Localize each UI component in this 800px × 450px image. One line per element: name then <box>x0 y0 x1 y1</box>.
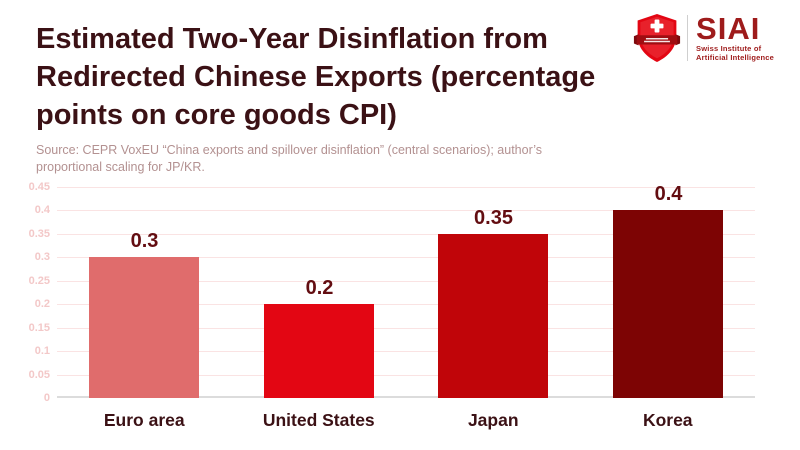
siai-logo: SIAI Swiss Institute of Artificial Intel… <box>633 12 774 64</box>
gridline <box>57 281 755 282</box>
x-axis-baseline <box>57 396 755 398</box>
source-note-line-2: proportional scaling for JP/KR. <box>36 160 205 174</box>
y-tick-label: 0.2 <box>34 298 50 310</box>
category-label-japan: Japan <box>467 410 519 430</box>
value-label-euro-area: 0.3 <box>130 230 159 252</box>
y-tick-label: 0 <box>43 392 50 404</box>
gridline <box>57 351 755 352</box>
y-tick-label: 0.35 <box>28 228 50 240</box>
source-note-line-1: Source: CEPR VoxEU “China exports and sp… <box>36 143 543 157</box>
y-tick-label: 0.4 <box>34 204 50 216</box>
y-tick-label: 0.1 <box>34 345 50 357</box>
y-tick-label: 0.15 <box>28 322 50 334</box>
category-label-korea: Korea <box>642 410 693 430</box>
swiss-shield-icon <box>633 14 681 62</box>
x-axis-labels: Euro area United States Japan Korea <box>57 410 755 431</box>
category-label-united-states: United States <box>262 410 375 430</box>
brand-tagline-line-2: Artificial Intelligence <box>696 53 774 62</box>
bar-japan <box>438 234 548 398</box>
brand-name: SIAI <box>696 11 761 46</box>
bar-euro-area <box>89 257 199 398</box>
y-tick-label: 0.25 <box>28 275 50 287</box>
y-tick-label: 0.45 <box>28 181 50 193</box>
page-title: Estimated Two-Year Disinflation from Red… <box>36 20 636 134</box>
bar-united-states <box>264 304 374 398</box>
y-axis-labels: 0 0.05 0.1 0.15 0.2 0.25 0.3 0.35 0.4 0.45 <box>0 181 50 404</box>
logo-divider <box>687 15 689 61</box>
gridline <box>57 375 755 376</box>
source-note: Source: CEPR VoxEU “China exports and sp… <box>36 142 596 176</box>
value-label-korea: 0.4 <box>654 183 683 205</box>
gridline <box>57 304 755 305</box>
gridline <box>57 187 755 188</box>
category-label-euro-area: Euro area <box>103 410 185 430</box>
page-title-line-3: points on core goods CPI) <box>36 99 397 131</box>
gridline <box>57 328 755 329</box>
page-title-line-2: Redirected Chinese Exports (percentage <box>36 61 596 93</box>
brand-block: SIAI Swiss Institute of Artificial Intel… <box>696 11 774 62</box>
y-tick-label: 0.3 <box>34 251 50 263</box>
gridline <box>57 210 755 211</box>
brand-tagline-line-1: Swiss Institute of <box>696 44 762 53</box>
value-label-united-states: 0.2 <box>305 277 334 299</box>
plot-area: 0.3 0.2 0.35 0.4 <box>57 183 755 398</box>
value-label-japan: 0.35 <box>474 207 513 229</box>
y-tick-label: 0.05 <box>28 369 50 381</box>
page-title-line-1: Estimated Two-Year Disinflation from <box>36 23 548 55</box>
bar-korea <box>613 210 723 398</box>
gridline <box>57 257 755 258</box>
gridline <box>57 234 755 235</box>
